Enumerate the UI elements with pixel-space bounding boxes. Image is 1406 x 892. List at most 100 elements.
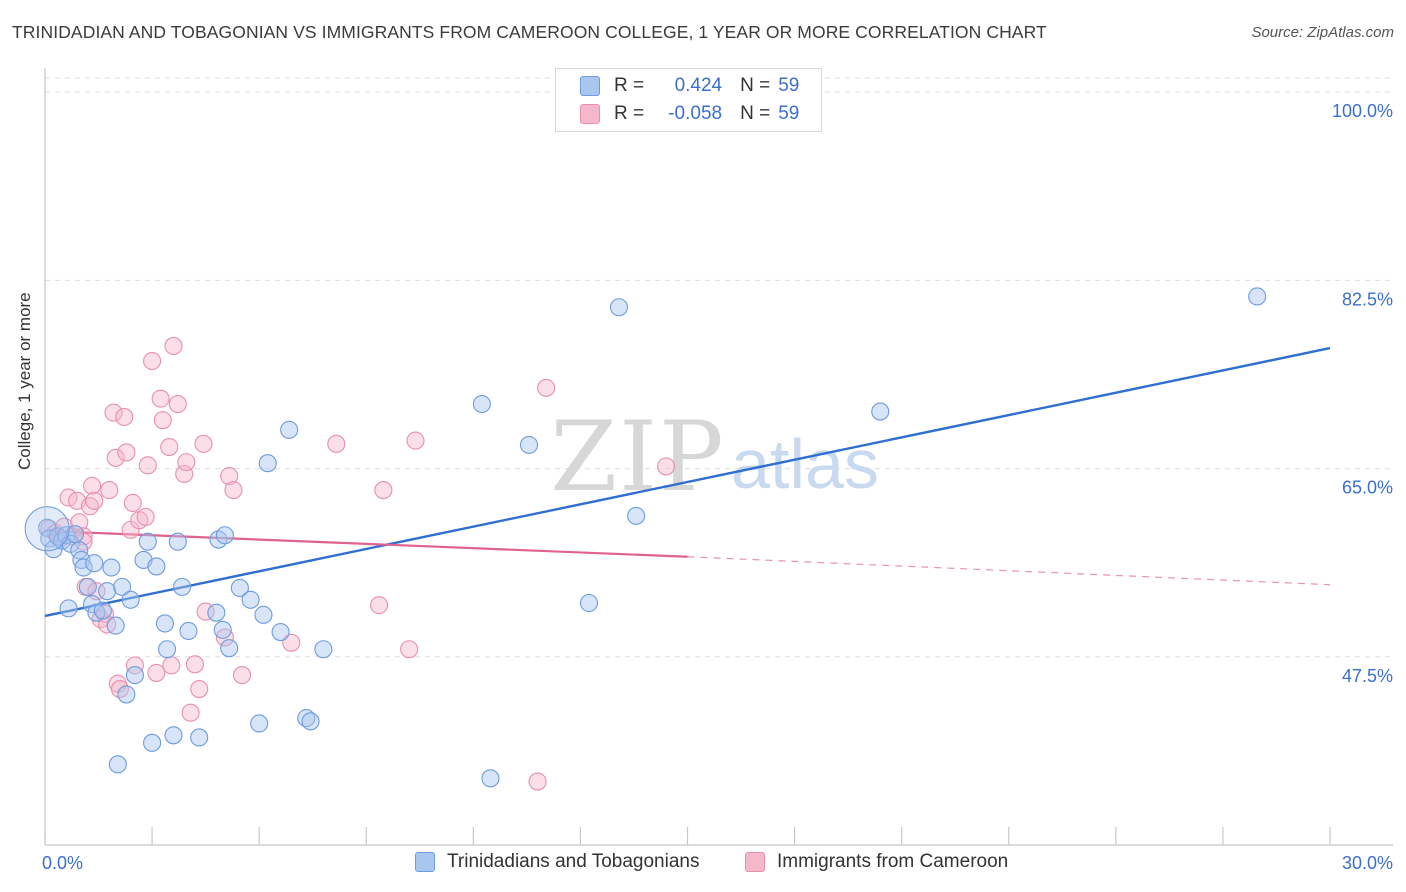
trinidad-point <box>481 769 500 788</box>
trinidad-point <box>258 454 277 473</box>
trinidad-point <box>168 532 187 551</box>
cameroon-point <box>190 679 209 699</box>
x-tick-label: 30.0% <box>1342 853 1393 873</box>
trend-line-cameroon-extension <box>687 556 1331 586</box>
gridlines <box>45 77 1393 658</box>
tick-labels: 47.5% 65.0% 82.5% 100.0% 0.0% 30.0% <box>42 101 1393 873</box>
cameroon-point <box>151 389 170 408</box>
legend-label-trinidad: Trinidadians and Tobagonians <box>447 851 700 872</box>
trinidad-point <box>301 712 320 731</box>
legend-swatch-blue <box>415 852 435 872</box>
cameroon-point <box>168 394 187 414</box>
trinidad-point <box>314 640 333 659</box>
axes <box>44 68 1393 846</box>
legend-swatch-blue <box>580 76 600 96</box>
trinidad-point <box>220 639 239 658</box>
cameroon-point <box>106 448 125 467</box>
legend-r-value-cameroon: -0.058 <box>668 103 723 124</box>
trinidad-point <box>158 640 177 659</box>
trinidad-point <box>280 420 299 439</box>
legend-label-cameroon: Immigrants from Cameroon <box>777 851 1009 872</box>
trinidad-point <box>213 620 232 639</box>
watermark-zip: ZIP <box>550 401 725 513</box>
trinidad-point <box>155 614 174 633</box>
cameroon-point <box>123 493 142 513</box>
trinidad-point <box>173 577 192 596</box>
trinidad-point <box>117 685 136 704</box>
cameroon-point <box>406 431 425 450</box>
trinidad-point <box>125 666 144 685</box>
trend-lines <box>44 346 1331 618</box>
y-tick-label: 100.0% <box>1332 101 1393 121</box>
cameroon-point <box>125 656 144 675</box>
trinidad-cluster-point <box>24 506 70 552</box>
trinidad-point <box>113 577 132 596</box>
trinidad-point <box>83 595 102 614</box>
y-tick-label: 47.5% <box>1342 666 1393 686</box>
cameroon-point <box>215 628 234 647</box>
trinidad-point <box>102 558 121 577</box>
cameroon-point <box>220 467 239 486</box>
cameroon-point <box>153 411 172 430</box>
trinidad-point <box>138 532 157 551</box>
trinidad-point <box>1248 287 1267 306</box>
source-label: Source: ZipAtlas.com <box>1251 24 1394 41</box>
trinidad-point <box>250 714 269 733</box>
legend-n-label: N = <box>740 75 771 96</box>
cameroon-point <box>185 655 204 674</box>
trinidad-point <box>579 593 599 613</box>
trend-line-trinidad <box>44 346 1331 618</box>
series-legend: Trinidadians and Tobagonians Immigrants … <box>0 851 1406 877</box>
cameroon-point <box>117 443 136 462</box>
cameroon-point <box>232 666 252 685</box>
trinidad-point <box>519 435 539 454</box>
y-axis-label: College, 1 year or more <box>15 292 34 470</box>
cameroon-point <box>400 640 419 659</box>
legend-r-label: R = <box>614 75 645 96</box>
legend-r-value-trinidad: 0.424 <box>674 75 723 96</box>
cameroon-point <box>115 407 134 426</box>
trinidad-point <box>59 599 78 618</box>
trinidad-point <box>143 733 162 752</box>
cameroon-point <box>85 491 104 510</box>
y-tick-label: 65.0% <box>1342 478 1393 498</box>
watermark-atlas: atlas <box>731 425 879 503</box>
cameroon-point <box>100 481 119 500</box>
trinidad-point <box>230 578 249 597</box>
trend-line-cameroon <box>44 529 688 558</box>
chart-title: TRINIDADIAN AND TOBAGONIAN VS IMMIGRANTS… <box>12 22 1047 42</box>
cameroon-point <box>136 507 155 527</box>
cameroon-point <box>374 481 393 500</box>
cameroon-point <box>224 481 243 500</box>
cameroon-point <box>83 476 102 495</box>
legend-n-value-cameroon: 59 <box>778 103 800 124</box>
legend-swatch-pink <box>580 104 600 124</box>
trinidad-point <box>74 558 93 577</box>
legend-r-label: R = <box>614 103 645 124</box>
trinidad-point <box>93 601 112 620</box>
trinidad-point <box>85 554 104 573</box>
legend-n-value-trinidad: 59 <box>778 75 800 96</box>
series-cameroon-points <box>40 336 676 791</box>
legend-item-cameroon: Immigrants from Cameroon <box>745 851 1008 873</box>
cameroon-point <box>657 457 676 476</box>
cameroon-point <box>164 336 183 356</box>
legend-row-trinidad: R = 0.424 N = 59 <box>580 72 799 100</box>
cameroon-point <box>143 351 162 371</box>
cameroon-point <box>528 772 547 791</box>
cameroon-point <box>181 703 200 722</box>
watermark: ZIP atlas <box>550 401 879 513</box>
trinidad-point <box>108 755 127 774</box>
trinidad-point <box>164 726 183 745</box>
trinidad-point <box>207 603 226 622</box>
cameroon-point <box>327 434 346 453</box>
trinidad-point <box>271 622 290 642</box>
trinidad-point <box>472 394 491 414</box>
trinidad-point <box>106 616 125 635</box>
trinidad-point <box>179 621 198 641</box>
trinidad-point <box>609 298 629 317</box>
cameroon-point <box>194 434 213 453</box>
trinidad-point <box>147 557 166 576</box>
cameroon-point <box>370 596 389 615</box>
x-tick-label: 0.0% <box>42 853 83 873</box>
